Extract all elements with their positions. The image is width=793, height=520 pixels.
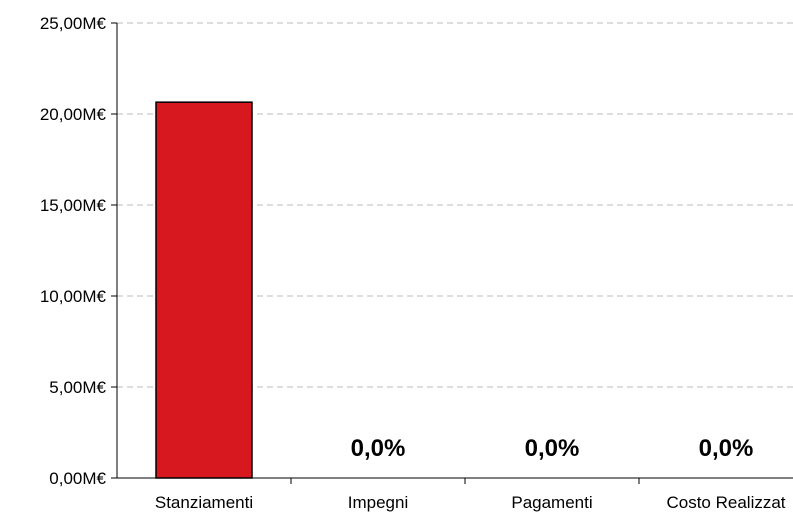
- y-tick-label: 5,00M€: [49, 378, 106, 397]
- y-tick-label: 0,00M€: [49, 469, 106, 488]
- data-label: 0,0%: [699, 435, 754, 462]
- bar-stanziamenti: [155, 101, 253, 479]
- bars: [155, 101, 253, 479]
- y-tick-label: 10,00M€: [40, 287, 107, 306]
- x-tick-label: Stanziamenti: [155, 493, 253, 512]
- y-tick-label: 15,00M€: [40, 196, 107, 215]
- x-tick-label: Costo Realizzat: [666, 493, 785, 512]
- x-tick-labels: Stanziamenti Impegni Pagamenti Costo Realiz…: [155, 493, 786, 512]
- data-label: 0,0%: [351, 435, 406, 462]
- x-tick-label: Impegni: [348, 493, 408, 512]
- x-tick-label: Pagamenti: [511, 493, 592, 512]
- data-label: 0,0%: [525, 435, 580, 462]
- axes: [111, 22, 793, 484]
- y-tick-labels: 0,00M€ 5,00M€ 10,00M€ 15,00M€ 20,00M€ 25,00M€: [40, 14, 107, 488]
- y-tick-label: 25,00M€: [40, 14, 107, 33]
- y-tick-label: 20,00M€: [40, 105, 107, 124]
- data-labels: 0,0% 0,0% 0,0%: [351, 435, 754, 462]
